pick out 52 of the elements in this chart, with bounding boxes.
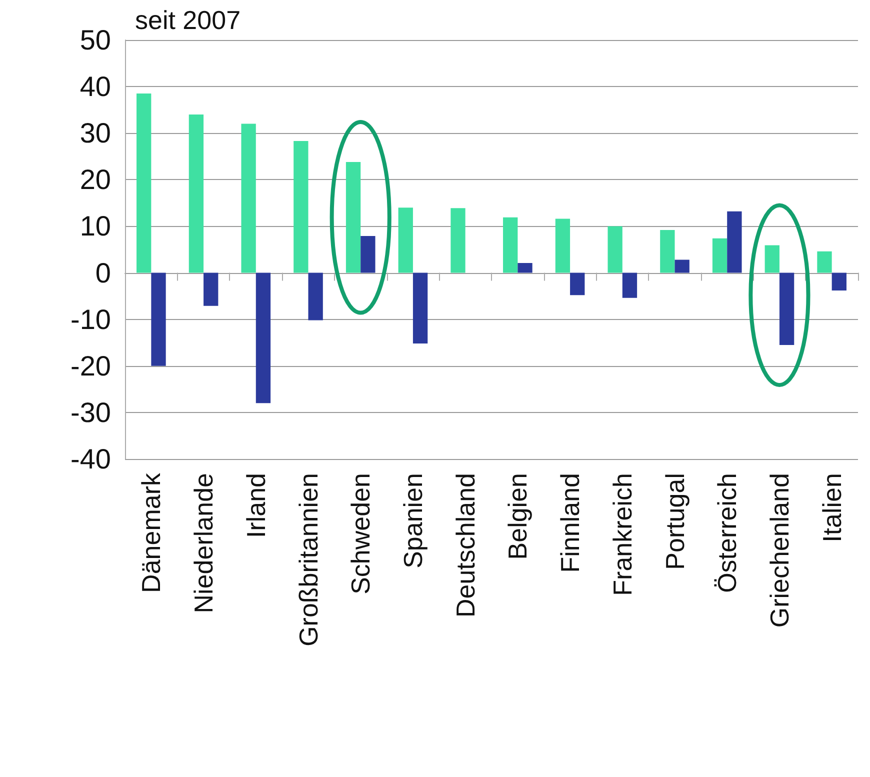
- y-tick-label: -40: [70, 444, 111, 474]
- chart-title: seit 2007: [135, 5, 241, 35]
- x-tick-label: Griechenland: [764, 473, 794, 628]
- y-tick-label: -30: [70, 396, 111, 428]
- x-tick-label: Deutschland: [450, 473, 480, 618]
- bar: [412, 272, 428, 344]
- x-tick-label: Schweden: [346, 473, 376, 594]
- bar: [608, 226, 622, 273]
- y-tick-label: 30: [80, 118, 111, 149]
- x-tick-label: Portugal: [660, 473, 690, 570]
- bar: [151, 272, 166, 366]
- bar: [256, 272, 271, 404]
- y-tick-label: -20: [70, 350, 111, 382]
- bar: [360, 236, 376, 273]
- bar: [764, 245, 780, 273]
- bar: [204, 272, 218, 306]
- bar: [727, 211, 742, 273]
- bar: [294, 141, 308, 273]
- bar: [817, 251, 832, 273]
- bar: [346, 162, 361, 273]
- x-tick-label: Frankreich: [607, 473, 638, 596]
- x-tick-label: Spanien: [398, 473, 428, 568]
- bar: [308, 272, 323, 320]
- bar: [622, 272, 638, 298]
- bar: [136, 94, 152, 273]
- bar: [660, 230, 675, 273]
- y-tick-label: 40: [80, 71, 111, 102]
- bar: [674, 260, 690, 273]
- y-tick-label: 10: [80, 210, 111, 242]
- bar: [518, 263, 532, 273]
- y-tick-label: -10: [70, 304, 111, 335]
- bar: [712, 238, 728, 273]
- bar: [832, 272, 846, 290]
- x-tick-label: Dänemark: [136, 472, 166, 593]
- bar: [503, 217, 518, 273]
- x-tick-label: Finnland: [555, 473, 586, 573]
- x-tick-label: Italien: [816, 473, 847, 542]
- x-tick-label: Großbritannien: [293, 473, 324, 646]
- bar: [241, 124, 256, 273]
- x-tick-label: Österreich: [712, 473, 742, 593]
- bar: [188, 114, 204, 273]
- x-tick-label: Belgien: [502, 473, 533, 560]
- bar: [450, 208, 466, 273]
- y-tick-label: 50: [80, 24, 111, 56]
- x-tick-label: Irland: [240, 473, 271, 538]
- bar: [555, 218, 570, 273]
- bar: [570, 272, 585, 296]
- x-tick-label: Niederlande: [188, 473, 219, 614]
- bar: [398, 208, 413, 273]
- y-tick-label: 20: [80, 164, 111, 196]
- bar: [779, 272, 794, 345]
- y-tick-label: 0: [95, 257, 111, 288]
